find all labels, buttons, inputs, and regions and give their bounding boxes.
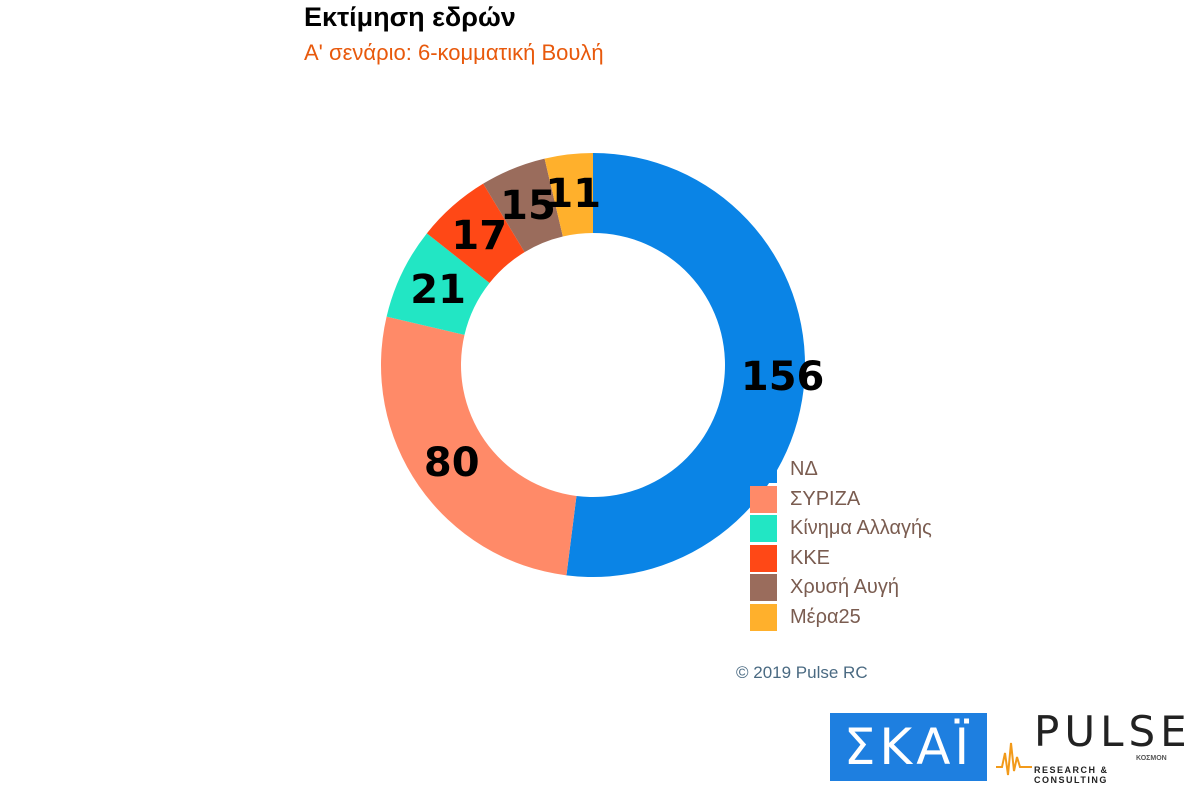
skai-logo: ΣΚΑΪ [830, 713, 987, 781]
legend-item-mera25: Μέρα25 [750, 603, 932, 633]
legend-label-mera25: Μέρα25 [790, 605, 861, 628]
donut-value-label-5: 11 [545, 171, 601, 217]
legend-swatch-kinal [750, 515, 777, 543]
pulse-logo: PULSE ΚΟΣΜΟΝ RESEARCH & CONSULTING [996, 707, 1187, 785]
donut-value-label-1: 80 [424, 440, 480, 486]
legend-swatch-nd [750, 456, 777, 484]
donut-slice-1 [380, 316, 577, 576]
chart-title: Εκτίμηση εδρών [304, 2, 516, 32]
legend-swatch-syriza [750, 485, 777, 513]
donut-value-label-3: 17 [451, 213, 507, 259]
legend-swatch-mera25 [750, 603, 777, 631]
legend-label-kinal: Κίνημα Αλλαγής [790, 517, 932, 540]
pulse-logo-name: PULSE [1034, 707, 1192, 756]
chart-legend: ΝΔ ΣΥΡΙΖΑ Κίνημα Αλλαγής ΚΚΕ Χρυσή Αυγή … [750, 455, 932, 632]
pulse-logo-kosmon: ΚΟΣΜΟΝ [1136, 755, 1167, 762]
legend-item-syriza: ΣΥΡΙΖΑ [750, 485, 932, 515]
legend-swatch-kke [750, 544, 777, 572]
donut-slice-0 [566, 153, 805, 577]
donut-slice-5 [544, 153, 593, 237]
pulse-wave-icon [996, 742, 1032, 776]
legend-item-chrysi-avgi: Χρυσή Αυγή [750, 573, 932, 603]
legend-item-kinal: Κίνημα Αλλαγής [750, 514, 932, 544]
legend-label-syriza: ΣΥΡΙΖΑ [790, 487, 861, 510]
legend-swatch-chrysi-avgi [750, 574, 777, 602]
legend-item-kke: ΚΚΕ [750, 544, 932, 574]
chart-subtitle: Α' σενάριο: 6-κομματική Βουλή [304, 40, 604, 65]
donut-value-label-0: 156 [741, 354, 825, 400]
copyright-credit: © 2019 Pulse RC [736, 663, 868, 682]
donut-value-label-2: 21 [410, 267, 466, 313]
legend-item-nd: ΝΔ [750, 455, 932, 485]
donut-slice-4 [483, 158, 563, 253]
donut-slice-2 [386, 233, 490, 335]
legend-label-nd: ΝΔ [790, 458, 818, 481]
donut-value-label-4: 15 [500, 183, 556, 229]
pulse-logo-tagline: RESEARCH & CONSULTING [1034, 765, 1109, 785]
legend-label-kke: ΚΚΕ [790, 546, 831, 569]
donut-slices [380, 153, 805, 577]
legend-label-chrysi-avgi: Χρυσή Αυγή [790, 576, 899, 599]
donut-slice-3 [426, 183, 525, 284]
